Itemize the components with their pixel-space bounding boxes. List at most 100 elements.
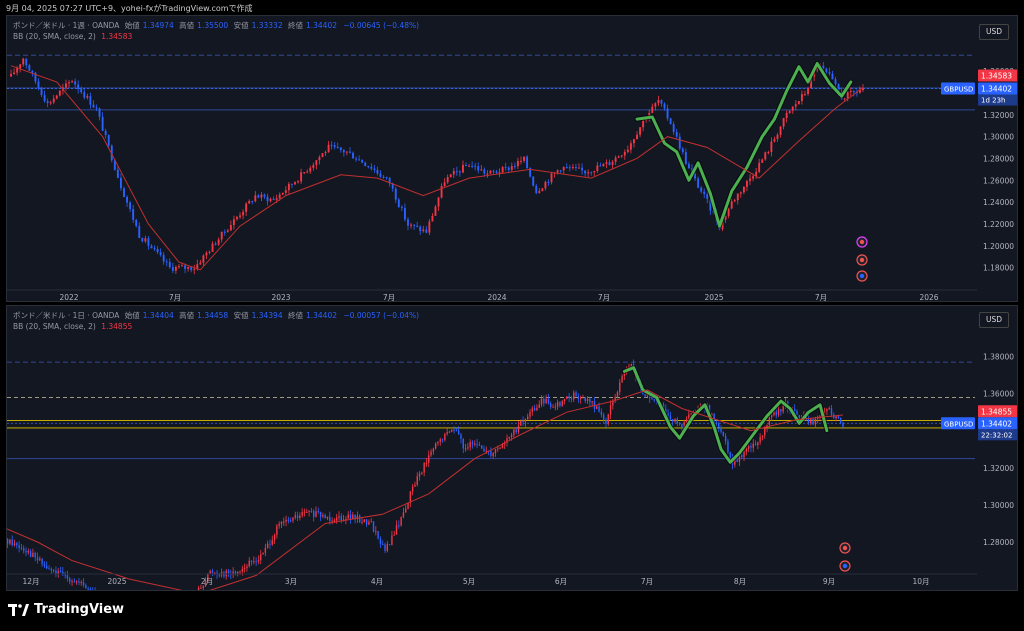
candle-body [497,448,499,450]
currency-button[interactable]: USD [979,312,1009,328]
candle-body [318,157,321,161]
candle-body [273,534,276,541]
candle-body [52,98,55,103]
candle-body [684,152,687,164]
candle-body [743,451,745,458]
candle-body [150,245,153,249]
candle-body [409,491,412,503]
candle-body [29,550,32,557]
candle-body [611,161,614,166]
candle-body [752,176,755,179]
candle-body [285,519,287,522]
candle-body [66,575,69,579]
candle-body [536,407,538,411]
daily-bb-legend: BB (20, SMA, close, 2) 1.34855 [13,322,132,331]
candle-body [474,443,476,445]
candle-body [782,118,785,127]
candle-body [550,403,552,408]
candle-body [675,131,678,137]
candle-body [257,195,260,198]
candle-body [207,573,209,581]
candle-body [330,144,333,146]
candle-body [522,420,524,422]
candle-body [327,144,330,153]
event-icon-us-dot [859,273,865,279]
candle-body [260,194,263,198]
weekly-change: −0.00645 (−0.48%) [343,21,420,30]
candle-body [50,568,53,571]
candle-body [517,425,520,433]
candle-body [469,442,471,448]
weekly-chart-svg[interactable]: 1.360001.340001.320001.300001.280001.260… [7,16,1017,301]
candle-body [492,170,495,172]
weekly-bb-value: 1.34583 [101,32,133,41]
candle-body [98,108,101,117]
weekly-chart-panel[interactable]: ポンド／米ドル · 1週 · OANDA 始値 1.34974 高値 1.35500… [6,15,1018,302]
candle-body [101,116,104,131]
x-tick-label: 2025 [107,577,126,586]
candle-body [754,443,757,446]
x-tick-label: 2022 [59,293,78,301]
candle-body [363,519,366,523]
daily-chart-svg[interactable]: 1.380001.360001.340001.320001.300001.280… [7,306,1017,590]
candle-body [565,167,568,169]
candle-body [187,266,190,269]
candle-body [556,402,559,407]
candle-body [184,265,187,269]
candle-body [483,448,485,452]
candle-body [28,65,31,71]
candle-body [197,587,200,590]
candle-body [825,68,828,73]
candle-body [248,201,251,204]
candle-body [434,443,437,449]
candle-body [544,181,547,189]
candle-body [338,516,340,518]
candle-body [665,408,667,414]
countdown-label: 1d 23h [981,97,1005,105]
candle-body [617,156,620,158]
y-tick-label: 1.28000 [983,154,1014,163]
tradingview-logo[interactable]: TradingView [8,602,124,617]
x-tick-label: 2024 [487,293,506,301]
candle-body [289,520,292,522]
candle-body [678,422,681,424]
candle-body [788,110,791,113]
candle-body [709,198,712,211]
candle-body [552,406,554,408]
candle-body [214,572,216,574]
candle-body [609,405,612,415]
candle-body [253,561,255,563]
candle-body [147,238,150,246]
candle-body [550,173,553,183]
candle-body [48,568,50,570]
candle-body [462,438,464,449]
countdown-label: 22:32:02 [981,431,1012,439]
candle-body [674,418,676,422]
currency-button[interactable]: USD [979,24,1009,40]
candle-body [229,225,232,231]
candle-body [612,400,614,406]
candle-body [619,382,621,393]
candle-body [287,519,290,521]
candle-body [165,261,168,263]
candle-body [113,160,116,170]
candle-body [767,152,770,154]
candle-body [340,516,343,521]
candle-body [141,237,144,242]
candle-body [266,543,269,548]
candle-body [73,581,76,583]
weekly-symbol-title: ポンド／米ドル · 1週 · OANDA [13,21,120,30]
candle-body [37,81,40,88]
candle-body [752,443,754,448]
candle-body [492,453,494,457]
daily-chart-panel[interactable]: ポンド／米ドル · 1日 · OANDA 始値 1.34404 高値 1.34458… [6,305,1018,591]
candle-body [516,160,519,167]
candle-body [92,104,95,108]
candle-body [57,570,59,575]
candle-body [556,170,559,173]
candle-body [738,455,741,462]
candle-body [397,199,400,207]
current-price-tag-bg [978,82,1017,95]
candle-body [736,459,738,462]
candle-body [13,72,16,75]
